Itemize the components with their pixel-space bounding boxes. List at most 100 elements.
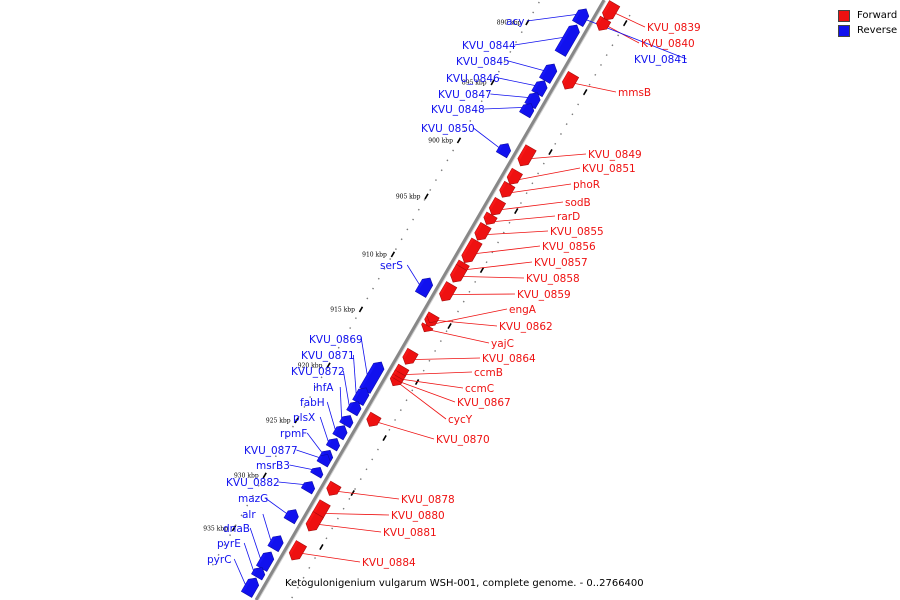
gene-ihfA[interactable] xyxy=(339,415,354,429)
gene-label-KVU_0877[interactable]: KVU_0877 xyxy=(244,445,298,457)
gene-label-KVU_0884[interactable]: KVU_0884 xyxy=(362,557,416,569)
gene-yajC[interactable] xyxy=(421,322,434,333)
gene-label-KVU_0869[interactable]: KVU_0869 xyxy=(309,334,363,346)
gene-label-KVU_0881[interactable]: KVU_0881 xyxy=(383,527,437,539)
gene-KVU_0884[interactable] xyxy=(288,540,308,561)
gene-KVU_0849[interactable] xyxy=(517,144,537,167)
gene-label-KVU_0859[interactable]: KVU_0859 xyxy=(517,289,571,301)
gene-label-acy[interactable]: acy xyxy=(506,16,524,28)
gene-label-KVU_0871[interactable]: KVU_0871 xyxy=(301,350,355,362)
gene-label-pyrC[interactable]: pyrC xyxy=(207,554,232,566)
gene-arrow[interactable] xyxy=(554,24,580,57)
gene-pyrE[interactable] xyxy=(251,567,266,581)
gene-KVU_0864[interactable] xyxy=(402,347,419,365)
gene-KVU_0839[interactable] xyxy=(602,0,621,21)
gene-acy[interactable] xyxy=(572,8,590,27)
gene-label-KVU_0864[interactable]: KVU_0864 xyxy=(482,353,536,365)
gene-serS[interactable] xyxy=(414,277,434,298)
gene-label-KVU_0867[interactable]: KVU_0867 xyxy=(457,397,511,409)
gene-KVU_0862[interactable] xyxy=(426,311,440,324)
gene-label-KVU_0849[interactable]: KVU_0849 xyxy=(588,149,642,161)
gene-label-KVU_0858[interactable]: KVU_0858 xyxy=(526,273,580,285)
gene-KVU_0877[interactable] xyxy=(316,454,331,468)
gene-label-plsX[interactable]: plsX xyxy=(293,412,315,424)
gene-rarD[interactable] xyxy=(483,211,498,225)
gene-label-KVU_0848[interactable]: KVU_0848 xyxy=(431,104,485,116)
gene-fabH[interactable] xyxy=(332,425,348,441)
gene-arrow[interactable] xyxy=(414,277,434,298)
gene-label-KVU_0870[interactable]: KVU_0870 xyxy=(436,434,490,446)
gene-label-KVU_0851[interactable]: KVU_0851 xyxy=(582,163,636,175)
gene-KVU_0855[interactable] xyxy=(474,222,492,241)
gene-KVU_0881[interactable] xyxy=(305,511,324,532)
gene-arrow[interactable] xyxy=(517,144,537,167)
gene-KVU_0848[interactable] xyxy=(519,103,535,119)
gene-KVU_0851[interactable] xyxy=(506,167,523,185)
gene-arrow-highlight xyxy=(474,222,483,235)
gene-label-ccmB[interactable]: ccmB xyxy=(474,367,503,379)
gene-label-ihfA[interactable]: ihfA xyxy=(313,382,334,394)
gene-KVU_0856[interactable] xyxy=(461,237,483,263)
gene-label-KVU_0857[interactable]: KVU_0857 xyxy=(534,257,588,269)
gene-alr[interactable] xyxy=(267,535,284,553)
gene-label-dnaB[interactable]: dnaB xyxy=(223,523,250,535)
gene-KVU_0878[interactable] xyxy=(326,480,342,496)
gene-label-serS[interactable]: serS xyxy=(380,260,403,272)
gene-label-fabH[interactable]: fabH xyxy=(300,397,325,409)
gene-label-alr[interactable]: alr xyxy=(242,509,256,521)
gene-KVU_0846[interactable] xyxy=(531,80,548,98)
gene-label-phoR[interactable]: phoR xyxy=(573,179,600,191)
gene-plsX[interactable] xyxy=(325,438,341,452)
gene-KVU_0870[interactable] xyxy=(366,411,382,427)
gene-mazG[interactable] xyxy=(283,509,299,525)
gene-arrow-highlight xyxy=(421,322,425,326)
gene-cycY[interactable] xyxy=(389,376,403,387)
gene-label-KVU_0850[interactable]: KVU_0850 xyxy=(421,123,475,135)
gene-label-KVU_0862[interactable]: KVU_0862 xyxy=(499,321,553,333)
gene-KVU_0858[interactable] xyxy=(450,264,468,283)
gene-label-yajC[interactable]: yajC xyxy=(491,338,514,350)
gene-features[interactable] xyxy=(240,0,621,598)
gene-KVU_0872[interactable] xyxy=(346,401,362,417)
gene-label-KVU_0856[interactable]: KVU_0856 xyxy=(542,241,596,253)
gene-label-sodB[interactable]: sodB xyxy=(565,197,591,209)
gene-label-KVU_0878[interactable]: KVU_0878 xyxy=(401,494,455,506)
gene-label-mmsB[interactable]: mmsB xyxy=(618,87,651,99)
gene-arrow[interactable] xyxy=(352,387,370,406)
gene-KVU_0844[interactable] xyxy=(554,24,580,57)
gene-msrB3[interactable] xyxy=(310,466,324,479)
leader-line xyxy=(243,542,254,571)
gene-dnaB[interactable] xyxy=(256,551,275,572)
gene-KVU_0882[interactable] xyxy=(300,481,316,495)
gene-label-KVU_0882[interactable]: KVU_0882 xyxy=(226,477,280,489)
gene-label-KVU_0840[interactable]: KVU_0840 xyxy=(641,38,695,50)
gene-label-engA[interactable]: engA xyxy=(509,304,537,316)
gene-label-KVU_0855[interactable]: KVU_0855 xyxy=(550,226,604,238)
gene-label-KVU_0844[interactable]: KVU_0844 xyxy=(462,40,516,52)
gene-label-rpmF[interactable]: rpmF xyxy=(280,428,307,440)
gene-KVU_0845[interactable] xyxy=(539,63,558,84)
gene-label-KVU_0839[interactable]: KVU_0839 xyxy=(647,22,701,34)
gene-label-msrB3[interactable]: msrB3 xyxy=(256,460,290,472)
gene-KVU_0871[interactable] xyxy=(352,387,370,406)
gene-phoR[interactable] xyxy=(499,180,516,198)
gene-labels[interactable]: KVU_0839 KVU_0840 KVU_0841 acy KVU_0844 KVU_0… xyxy=(207,16,701,569)
gene-label-KVU_0872[interactable]: KVU_0872 xyxy=(291,366,345,378)
gene-label-rarD[interactable]: rarD xyxy=(557,211,580,223)
gene-KVU_0850[interactable] xyxy=(495,143,512,159)
gene-sodB[interactable] xyxy=(488,197,507,216)
gene-KVU_0840[interactable] xyxy=(596,15,612,31)
gene-label-mazG[interactable]: mazG xyxy=(238,493,268,505)
gene-KVU_0859[interactable] xyxy=(439,281,458,302)
gene-mmsB[interactable] xyxy=(561,71,580,90)
gene-label-cycY[interactable]: cycY xyxy=(448,414,473,426)
gene-label-ccmC[interactable]: ccmC xyxy=(465,383,494,395)
gene-label-KVU_0846[interactable]: KVU_0846 xyxy=(446,73,500,85)
gene-label-pyrE[interactable]: pyrE xyxy=(217,538,241,550)
gene-label-KVU_0880[interactable]: KVU_0880 xyxy=(391,510,445,522)
gene-label-KVU_0845[interactable]: KVU_0845 xyxy=(456,56,510,68)
gene-pyrC[interactable] xyxy=(240,577,260,598)
tick-mark xyxy=(294,417,299,424)
gene-label-KVU_0841[interactable]: KVU_0841 xyxy=(634,54,688,66)
gene-label-KVU_0847[interactable]: KVU_0847 xyxy=(438,89,492,101)
